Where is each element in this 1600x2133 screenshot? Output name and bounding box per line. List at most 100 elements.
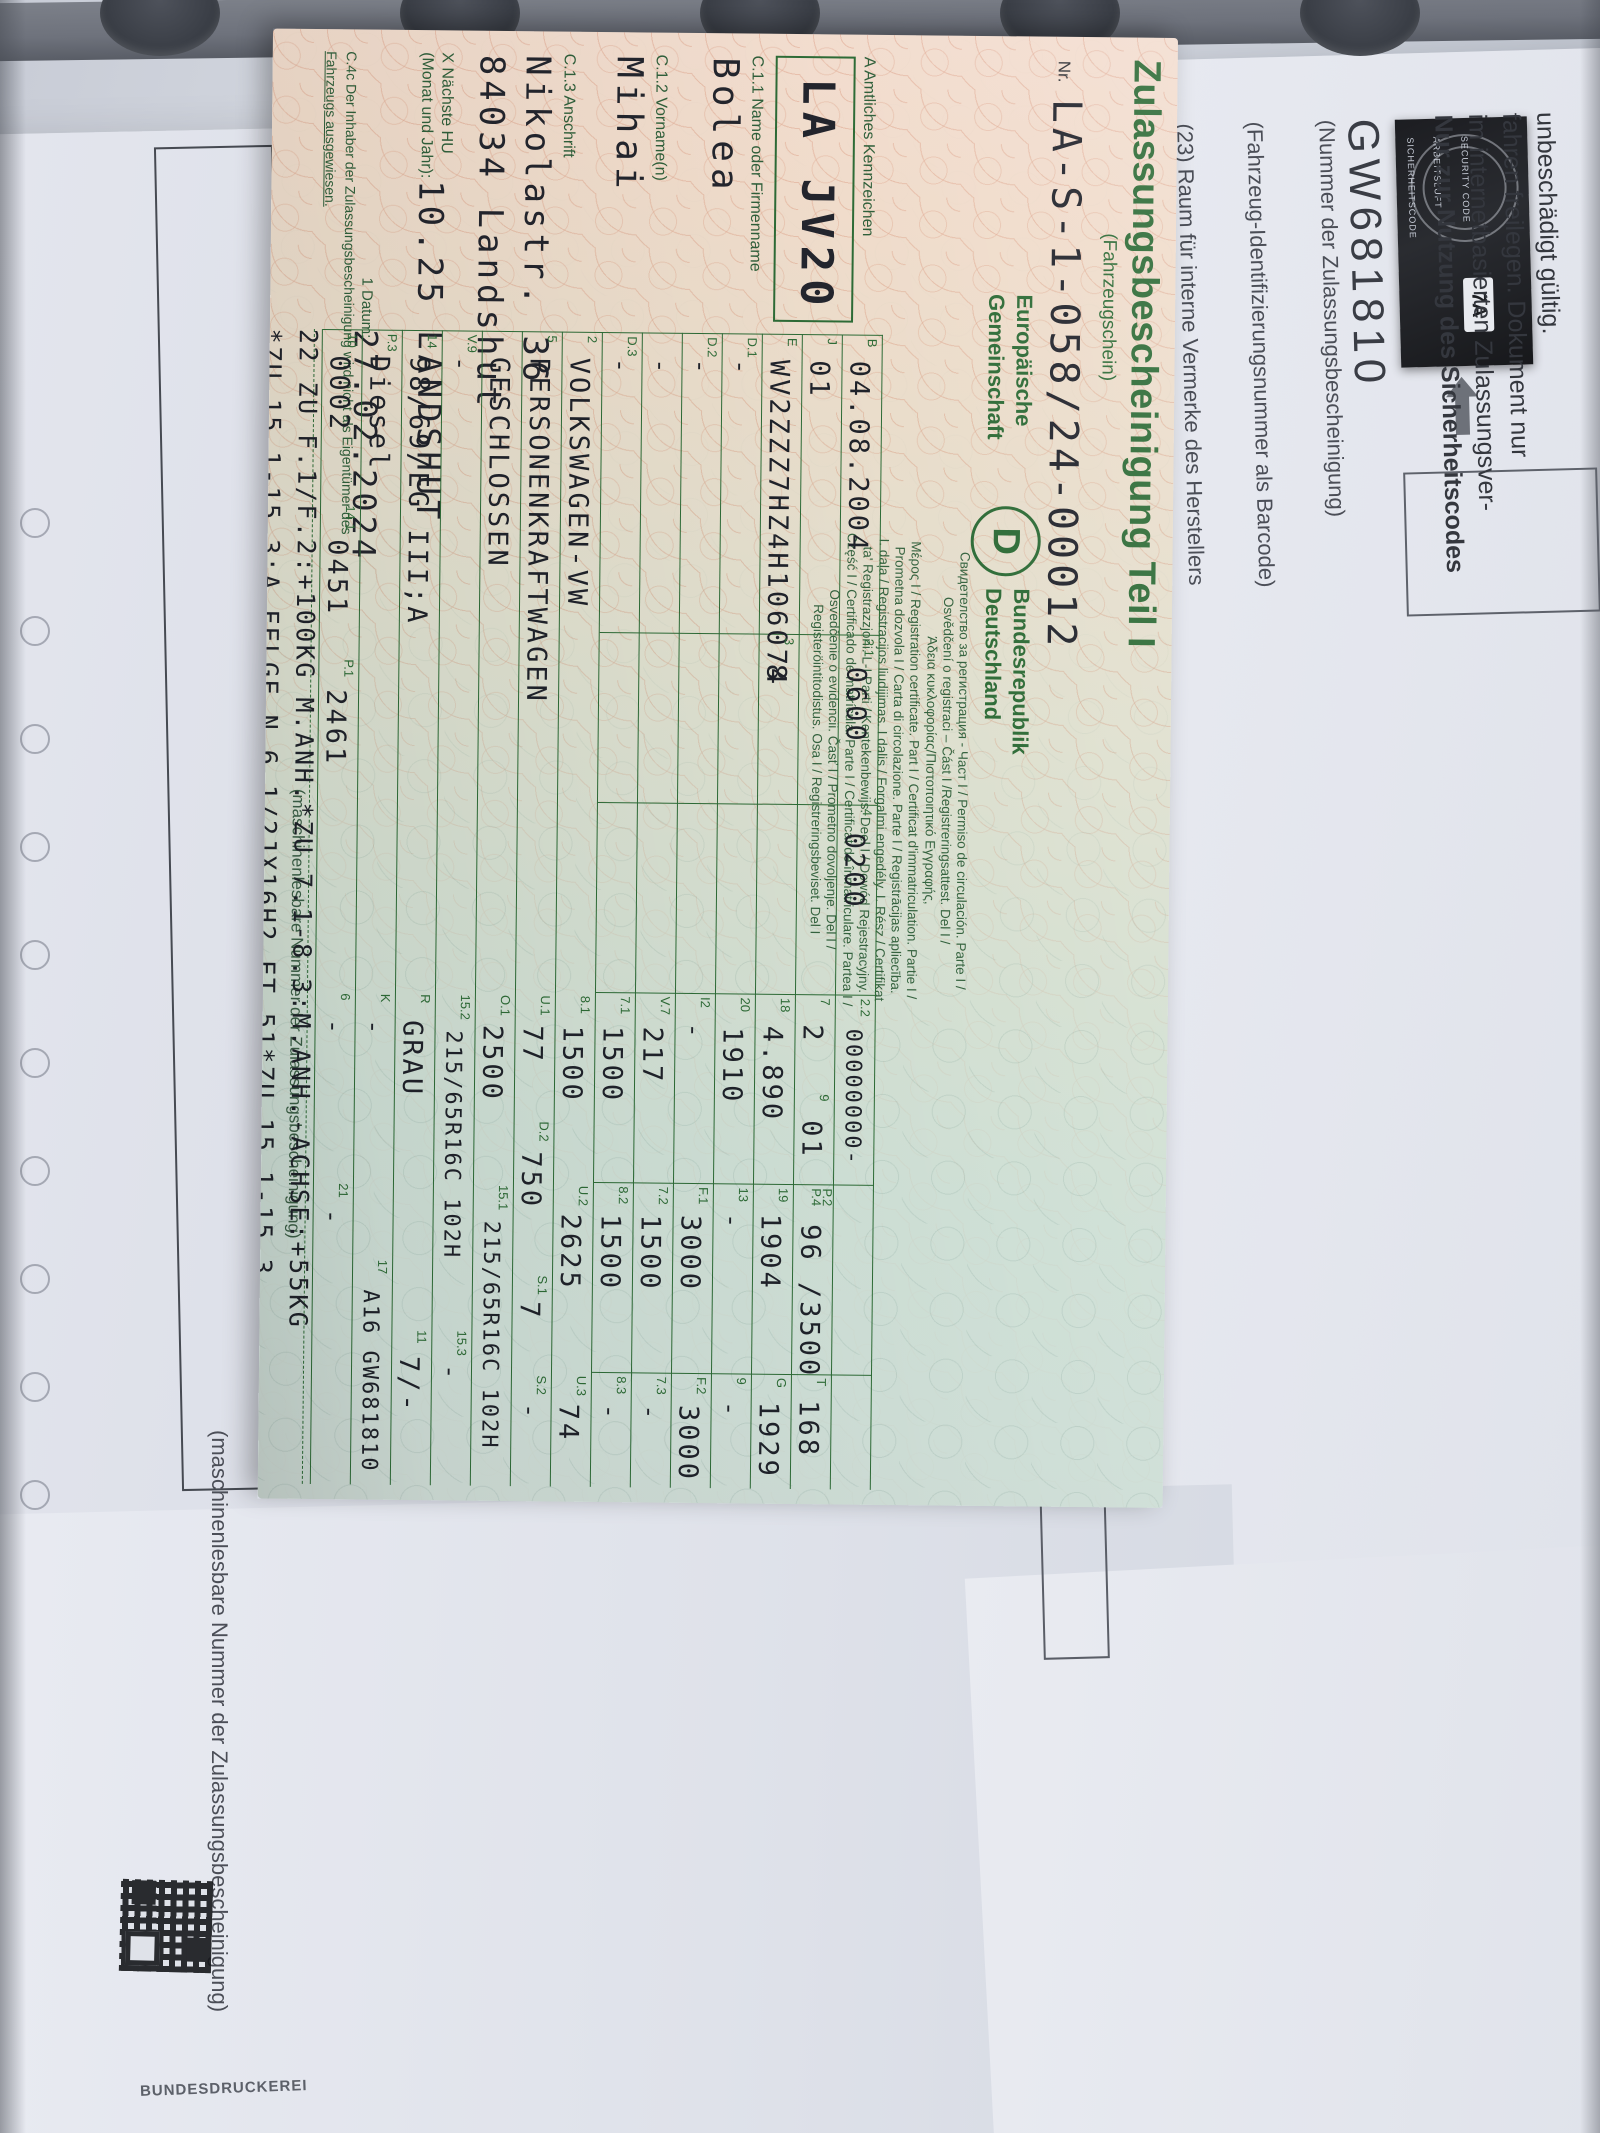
field-a-label: A Amtliches Kennzeichen: [858, 56, 878, 237]
eu-line-1: Europäische: [1010, 294, 1038, 427]
code-j-t: T: [813, 1378, 829, 1387]
value-d2b: -: [646, 358, 675, 377]
value-2-u3: 74: [552, 1403, 584, 1443]
value-j-7: 2: [796, 1024, 828, 1044]
code-e-g: G: [773, 1377, 789, 1389]
certificate-number-value: LA-S-1-058/24-00012: [1037, 98, 1090, 652]
code-5-s2: S.2: [533, 1375, 549, 1396]
code-5: 5: [544, 335, 560, 343]
value-10-21: -: [317, 1209, 346, 1227]
value-p3-fuel: Diesel: [362, 355, 395, 472]
value-p3-k: -: [359, 1019, 388, 1038]
code-j: J: [824, 338, 840, 345]
field-c13-label: C.1.3 Anschrift: [559, 53, 578, 158]
code-5-s1: S.1: [534, 1275, 551, 1296]
country-line-2: Deutschland: [979, 587, 1007, 721]
value-b: 04.08.2004: [841, 360, 875, 554]
internal-notes-caption: (23) Raum für interne Vermerke des Herst…: [1172, 123, 1210, 586]
code-d1-13: 13: [735, 1187, 751, 1203]
value-5-d2: 750: [514, 1151, 547, 1210]
value-d2b-v7: 217: [636, 1026, 668, 1085]
code-d2-f2: F.2: [693, 1377, 709, 1395]
code-d2b-v7: V.7: [657, 996, 673, 1016]
code-10: 10: [344, 333, 360, 348]
code-v9: V.9: [464, 334, 480, 354]
code-j-9: 9: [816, 1094, 832, 1102]
code-10-14-1: 14.1: [342, 505, 359, 531]
value-5-vehicle-type: PERSONENKRAFTWAGEN: [519, 357, 555, 705]
value-2-81: 1500: [555, 1025, 588, 1103]
notice-line-2: im internetbasierten Zulassungsver-: [1463, 113, 1502, 512]
value-e-18: 4.890: [755, 1025, 788, 1123]
value-2-u2: 2625: [553, 1213, 586, 1291]
code-d2-f1: F.1: [695, 1187, 711, 1205]
code-p3: P.3: [384, 333, 400, 352]
value-10-p1-displacement: 2461: [319, 689, 352, 767]
value-v9-153: -: [435, 1364, 465, 1383]
value-5b-o1: 2500: [475, 1024, 508, 1103]
value-d2-f1: 3000: [673, 1214, 706, 1293]
value-5b-body-type: GESCHLOSSEN: [481, 356, 515, 569]
value-p3-17: A16 GW681810: [355, 1289, 383, 1473]
field-c12-label: C.1.2 Vorname(n): [651, 54, 670, 181]
code-b-4: 4: [859, 808, 875, 817]
code-d1: D.1: [744, 337, 760, 358]
certificate-title: Zulassungsbescheinigung Teil I: [1119, 59, 1168, 649]
value-v9-tyre-rear: 215/65R16C 102H: [438, 1030, 466, 1260]
country-line-1: Bundesrepublik: [1007, 588, 1035, 755]
value-14-emission: 98/69/EG III;A: [400, 355, 435, 626]
value-b-2-1: 0600: [839, 666, 872, 744]
code-e: E: [784, 337, 800, 347]
value-d2b-73: -: [635, 1404, 664, 1423]
code-j-p2-p4: P.2 P.4: [808, 1188, 835, 1207]
value-5b-tyre-front: 215/65R16C 102H: [476, 1220, 504, 1450]
code-e-3: 3: [781, 637, 797, 646]
value-j-p2-p4: 96 /3500: [792, 1224, 826, 1379]
code-14: 14: [424, 334, 440, 349]
code-5b-151: 15.1: [495, 1184, 511, 1211]
value-14-11: 7/-: [392, 1355, 425, 1414]
code-d3-83: 8.3: [613, 1376, 629, 1395]
code-d2b-73: 7.3: [653, 1376, 669, 1395]
coded-fields-grid: B 04.08.2004 2.1 0600 4 0200 2.2 0000000…: [309, 329, 883, 1490]
value-d3-71: 1500: [595, 1025, 628, 1104]
code-10-6: 6: [337, 993, 353, 1001]
code-v9-152: 15.2: [457, 994, 473, 1020]
value-d2b-72: 1500: [633, 1214, 666, 1292]
value-j-9: 01: [795, 1120, 827, 1159]
value-d2-i2: -: [679, 1022, 708, 1041]
vin-barcode-caption: (Fahrzeug-Identifizierungsnummer als Bar…: [1242, 121, 1280, 588]
value-10-6: -: [319, 1019, 348, 1037]
value-d3-83: -: [595, 1403, 624, 1422]
registration-certificate-part-1: Zulassungsbescheinigung Teil I (Fahrzeug…: [257, 28, 1178, 1508]
code-j-7: 7: [817, 998, 833, 1006]
value-d3-82: 1500: [593, 1213, 626, 1292]
code-d2-i2: I2: [697, 997, 713, 1009]
value-d1-13: -: [717, 1213, 746, 1231]
value-b-4: 0200: [837, 832, 870, 910]
code-d1-9: 9: [733, 1377, 749, 1385]
value-j: 01: [803, 360, 835, 399]
value-b-2-2: 00000000-: [839, 1028, 866, 1166]
code-5-u1: U.1: [537, 995, 553, 1016]
code-b-2-2: 2.2: [857, 998, 873, 1017]
value-e-3: 8: [760, 663, 792, 684]
notice-line-3: fahren freilegen. Dokument nur: [1497, 112, 1535, 458]
value-5-u1: 77: [516, 1025, 548, 1064]
value-d3: -: [606, 358, 635, 376]
code-e-18: 18: [777, 997, 793, 1013]
code-2-81: 8.1: [577, 995, 593, 1015]
code-d2b-72: 7.2: [655, 1186, 671, 1205]
code-p3-k: K: [377, 993, 393, 1003]
code-10-p1: P.1: [341, 659, 357, 678]
field-a-value: LA JV20: [790, 77, 844, 313]
sleeve-edge-left: [0, 0, 26, 2133]
code-e-19: 19: [775, 1187, 791, 1203]
value-d2-f2: 3000: [671, 1404, 704, 1483]
code-d3-82: 8.2: [615, 1186, 631, 1205]
code-b: B: [864, 338, 880, 348]
code-d3-71: 7.1: [617, 996, 633, 1015]
field-c12-value: Mihai: [607, 56, 650, 195]
code-d1-20: 20: [737, 997, 753, 1013]
